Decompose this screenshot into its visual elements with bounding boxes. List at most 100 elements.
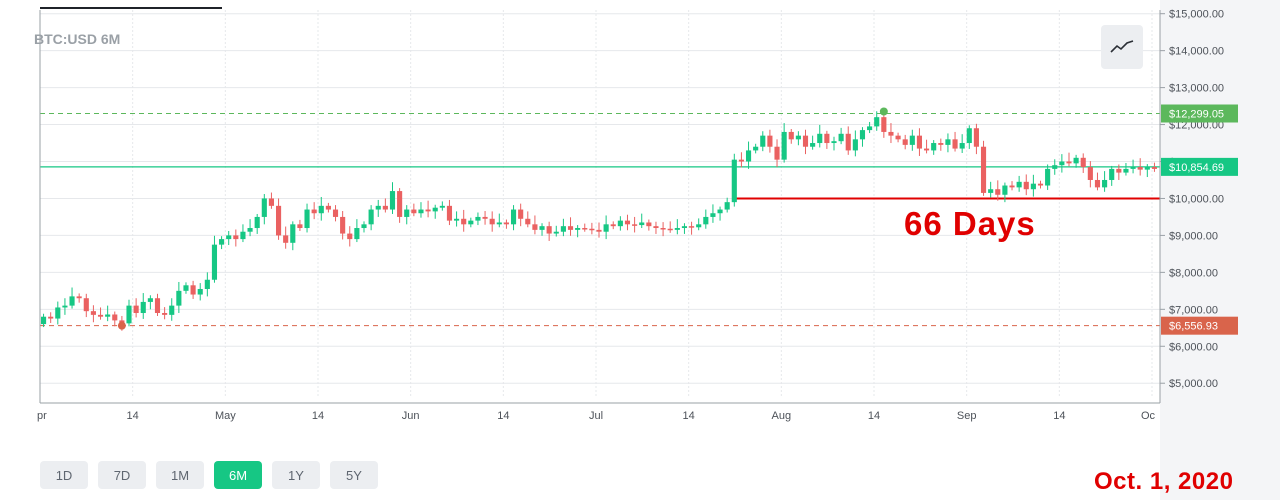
chart-type-button[interactable] [1101,25,1143,69]
candle-body [375,205,381,210]
candle-body [582,228,588,230]
x-tick-label: Oc [1141,410,1156,422]
x-tick-label: pr [37,410,47,422]
candle-body [40,316,47,325]
candle-body [247,228,253,232]
candle-body [738,159,744,162]
candle-body [810,143,816,147]
low-marker [117,321,126,330]
candle-body [610,224,616,227]
x-tick-label: Aug [772,410,792,422]
candle-body [1102,179,1108,188]
high-price-tag-bg [1161,104,1238,123]
candle-body [97,314,104,317]
candle-body [667,228,673,231]
candle-body [567,226,574,230]
candle-body [909,135,915,145]
candle-body [1137,167,1143,170]
x-tick-label: May [215,410,236,422]
candle-body [1009,185,1015,188]
candle-body [632,224,638,226]
x-tick-label: 14 [497,410,509,422]
y-tick-label: $15,000.00 [1169,9,1224,21]
y-tick-label: $5,000.00 [1169,378,1218,390]
x-tick-label: 14 [868,410,880,422]
candle-body [639,222,645,226]
low-price-tag-bg [1161,316,1238,335]
candle-body [831,141,837,144]
candle-body [268,198,274,206]
candle-body [83,298,89,312]
x-tick-label: Jul [589,410,603,422]
candle-body [304,209,310,229]
candle-body [703,216,709,225]
candle-body [126,305,132,324]
y-tick-label: $7,000.00 [1169,304,1218,316]
candle-body [1059,161,1065,166]
candle-body [867,126,873,131]
y-tick-label: $13,000.00 [1169,83,1224,95]
candle-body [354,228,360,240]
candle-body [952,139,958,149]
x-tick-label: Sep [957,410,977,422]
y-tick-label: $8,000.00 [1169,267,1218,279]
candle-body [475,216,481,221]
candle-body [1066,161,1072,164]
candle-body [1002,185,1008,195]
x-tick-label: 14 [1053,410,1065,422]
range-button-1d[interactable]: 1D [40,461,88,489]
symbol-title: BTC:USD 6M [34,31,121,47]
candle-body [575,228,581,230]
candle-body [211,244,218,280]
candle-body [717,209,723,214]
candle-body [553,231,559,234]
candle-body [724,202,730,210]
y-tick-label: $12,000.00 [1169,120,1224,132]
range-button-5y[interactable]: 5Y [330,461,378,489]
candle-body [176,290,182,306]
candle-body [916,135,923,149]
candle-body [311,209,317,214]
candle-body [938,143,944,145]
candle-body [660,228,666,230]
candle-body [446,205,453,221]
candle-body [624,220,631,225]
x-tick-label: 14 [127,410,139,422]
candle-body [411,209,417,214]
candle-body [852,139,858,151]
candle-body [62,305,68,308]
y-tick-label: $14,000.00 [1169,46,1224,58]
candle-body [48,316,54,319]
candle-body [76,296,82,299]
candle-body [275,205,282,236]
candle-body [795,135,801,140]
candle-body [681,226,688,229]
candle-body [140,301,146,314]
line-chart-icon [1110,40,1134,53]
candle-body [147,298,153,302]
current-price-tag: $10,854.69 [1169,162,1224,174]
range-button-1m[interactable]: 1M [156,461,204,489]
candle-body [382,205,388,210]
candle-body [959,143,965,149]
candle-body [1123,168,1129,173]
candle-body [482,216,488,219]
candle-body [454,218,460,221]
range-button-1y[interactable]: 1Y [272,461,320,489]
candle-body [589,228,595,231]
candle-body [653,226,659,229]
range-button-6m[interactable]: 6M [214,461,262,489]
candle-body [988,189,994,193]
candle-body [874,117,880,127]
candle-body [617,220,623,227]
candle-body [240,231,246,240]
range-button-7d[interactable]: 7D [98,461,146,489]
candle-body [888,131,894,136]
candle-body [347,233,353,240]
candle-body [169,305,175,315]
candle-body [525,218,531,225]
candle-body [646,222,652,227]
candle-body [254,216,260,229]
candle-body [753,146,759,151]
